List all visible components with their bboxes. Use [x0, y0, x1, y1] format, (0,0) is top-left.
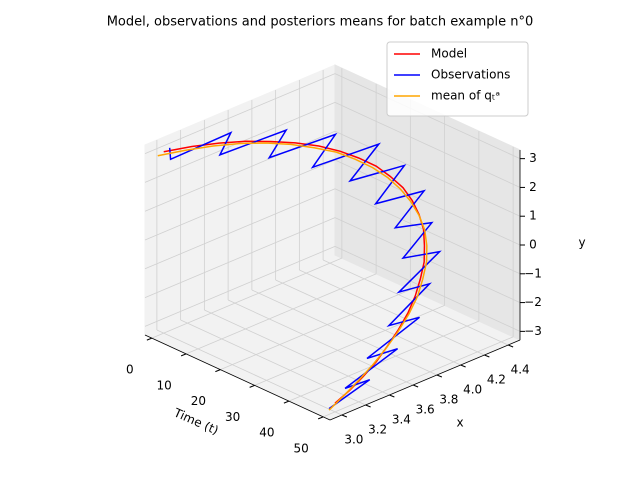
x-tick-label: 4.2 — [487, 373, 506, 387]
y-tick-label: 0 — [529, 238, 537, 252]
grid-line — [251, 289, 438, 376]
time-tick-label: 0 — [126, 363, 134, 377]
x-tick — [460, 364, 466, 368]
grid-line — [144, 73, 336, 155]
x-tick — [341, 414, 348, 418]
series-line — [157, 142, 428, 411]
grid-line — [144, 245, 336, 327]
y-tick-label: −3 — [524, 324, 542, 338]
x-tick-label: 3.4 — [392, 413, 411, 427]
grid-line — [156, 329, 343, 416]
legend-label: Model — [431, 47, 467, 61]
grid-line — [322, 336, 514, 418]
time-tick — [146, 337, 153, 341]
time-tick-label: 30 — [225, 410, 240, 424]
time-tick — [317, 416, 324, 420]
y-axis-label: y — [578, 236, 585, 250]
grid-line — [220, 289, 411, 370]
x-tick-label: 3.6 — [416, 403, 435, 417]
x-axis-line — [329, 339, 521, 421]
series-line — [168, 128, 442, 410]
legend-label: Observations — [431, 68, 510, 82]
chart-title: Model, observations and posteriors means… — [107, 15, 534, 30]
x-tick — [365, 404, 371, 408]
time-tick-label: 50 — [294, 441, 309, 455]
y-tick-label: 3 — [529, 151, 537, 165]
x-axis-label: x — [456, 416, 463, 430]
x-tick-label: 3.8 — [439, 393, 458, 407]
y-tick-label: −2 — [524, 295, 542, 309]
time-tick-label: 10 — [156, 378, 171, 392]
grid-line — [151, 257, 343, 339]
y-tick-label: −1 — [524, 266, 542, 280]
time-tick — [249, 384, 255, 388]
y-tick-label: 1 — [529, 209, 537, 223]
x-tick — [507, 344, 514, 348]
grid-line — [144, 159, 336, 241]
x-tick-label: 4.4 — [511, 363, 530, 377]
grid-line — [334, 188, 521, 275]
grid-line — [180, 319, 366, 406]
grid-line — [334, 130, 521, 217]
time-axis-line — [144, 334, 331, 421]
grid-line — [227, 299, 414, 386]
time-tick — [180, 353, 187, 357]
grid-line — [322, 259, 509, 346]
grid-line — [334, 246, 521, 332]
x-tick — [389, 394, 395, 398]
legend-label: mean of qₜᵃ — [431, 89, 500, 103]
x-tick-label: 3.0 — [344, 433, 363, 447]
grid-line — [288, 320, 480, 402]
time-axis-label: Time (t) — [171, 405, 221, 437]
legend-box — [386, 41, 529, 117]
time-tick — [283, 400, 290, 404]
grid-line — [334, 102, 521, 188]
x-tick — [484, 354, 490, 358]
time-tick-label: 20 — [191, 394, 206, 408]
grid-line — [185, 273, 377, 355]
grid-line — [275, 279, 461, 366]
time-tick-label: 40 — [259, 426, 274, 440]
y-tick-label: 2 — [529, 180, 537, 194]
x-tick — [412, 384, 419, 388]
x-tick-label: 4.0 — [463, 383, 482, 397]
grid-line — [334, 217, 521, 303]
grid-line — [299, 269, 485, 356]
x-tick — [436, 374, 443, 378]
grid-line — [334, 159, 521, 246]
grid-line — [144, 217, 336, 298]
time-tick — [215, 369, 221, 373]
legend: Model Observations mean of qₜᵃ — [386, 41, 529, 117]
x-tick-label: 3.2 — [368, 423, 387, 437]
grid-line — [144, 188, 336, 270]
